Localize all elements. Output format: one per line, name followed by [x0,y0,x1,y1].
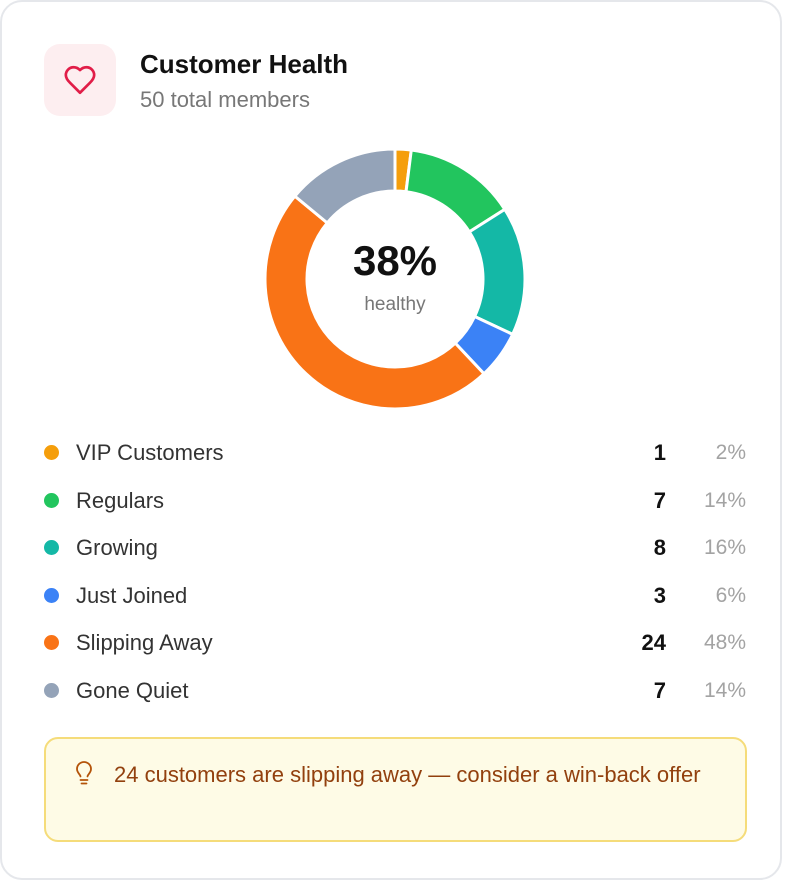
card-title: Customer Health [140,49,349,79]
legend-row: Slipping Away 24 48% [42,620,748,668]
donut-chart-svg [264,148,526,410]
healthy-percentage: 38% [352,237,438,284]
legend-row: Gone Quiet 7 14% [42,668,748,716]
legend-row: VIP Customers 1 2% [42,430,748,478]
header-text: Customer Health 50 total members [140,47,348,115]
legend-label: Growing [76,535,158,561]
legend-percent: 16% [703,536,746,560]
legend-count: 8 [653,535,666,561]
legend-label: Gone Quiet [76,677,189,703]
legend-percent: 48% [703,631,746,655]
legend-color-dot [44,682,59,698]
legend-label: Regulars [76,487,165,513]
chart-legend: VIP Customers 1 2% Regulars 7 14% Growing 8 16% J… [42,430,748,716]
legend-percent: 2% [715,441,746,464]
legend-color-dot [44,492,59,508]
legend-row: Regulars 7 14% [42,478,748,526]
legend-percent: 14% [703,488,746,512]
legend-percent: 6% [715,583,746,607]
card-subtitle: 50 total members [140,87,310,112]
legend-count: 1 [653,440,666,465]
lightbulb-icon [76,761,92,785]
legend-label: Slipping Away [76,630,213,656]
legend-count: 7 [653,487,666,513]
legend-row: Just Joined 3 6% [42,573,748,621]
legend-count: 3 [653,582,666,608]
legend-count: 24 [641,630,666,656]
donut-slice-gone-quiet [293,148,397,225]
donut-slice-slipping-away [264,194,486,410]
insight-text: 24 customers are slipping away — conside… [114,762,701,787]
donut-chart: 38% healthy [264,148,526,410]
insight-callout: 24 customers are slipping away — conside… [44,737,747,842]
legend-color-dot [44,540,59,556]
legend-color-dot [44,635,59,651]
card-header: Customer Health 50 total members [44,44,348,116]
heart-icon [64,65,96,95]
legend-label: VIP Customers [76,440,224,465]
legend-label: Just Joined [76,582,188,608]
legend-color-dot [44,587,59,603]
legend-count: 7 [653,677,666,703]
legend-percent: 14% [703,678,746,702]
legend-color-dot [44,445,59,460]
heart-icon-container [44,44,116,116]
healthy-label: healthy [364,294,426,315]
legend-row: Growing 8 16% [42,525,748,573]
